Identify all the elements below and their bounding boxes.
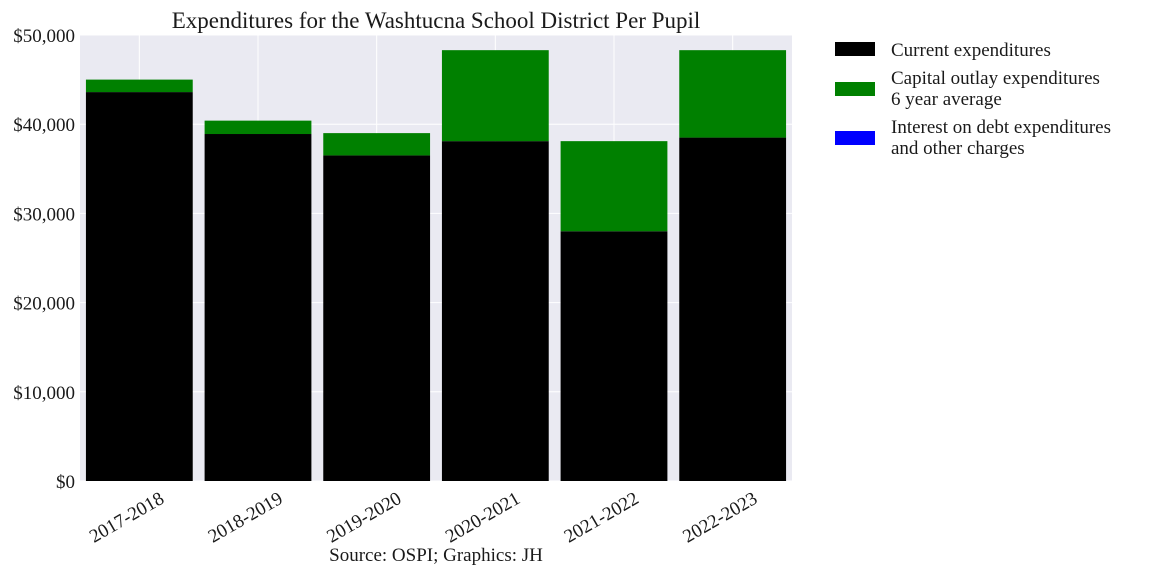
legend-label: Current expenditures (891, 40, 1051, 61)
legend-label: Capital outlay expenditures 6 year averag… (891, 68, 1100, 110)
bar-segment-series-1 (204, 120, 312, 135)
x-tick-label: 2018-2019 (205, 488, 287, 547)
bars (85, 50, 787, 482)
y-tick-label: $10,000 (13, 383, 75, 404)
x-tick-label: 2017-2018 (86, 488, 168, 547)
plot-area (80, 35, 792, 481)
bar-segment-series-0 (560, 231, 668, 481)
y-tick-label: $40,000 (13, 115, 75, 136)
legend: Current expenditures Capital outlay expen… (835, 40, 1111, 159)
chart-title: Expenditures for the Washtucna School Di… (172, 8, 701, 33)
x-tick-label: 2022-2023 (679, 488, 761, 547)
x-tick-label: 2021-2022 (561, 488, 643, 547)
bar-segment-series-0 (679, 137, 787, 481)
bar-segment-series-0 (85, 92, 193, 481)
bar-segment-series-1 (560, 141, 668, 232)
legend-swatch (835, 82, 875, 96)
y-tick-label: $0 (56, 472, 75, 493)
legend-label: Interest on debt expenditures and other c… (891, 117, 1111, 159)
y-tick-label: $50,000 (13, 26, 75, 47)
bar-segment-series-1 (679, 50, 787, 138)
y-tick-label: $20,000 (13, 294, 75, 315)
legend-swatch (835, 42, 875, 56)
bar-segment-series-1 (323, 133, 431, 156)
x-tick-label: 2020-2021 (442, 488, 524, 547)
bar-segment-series-1 (441, 50, 549, 142)
y-axis: $0 $10,000 $20,000 $30,000 $40,000 $50,000 (13, 26, 75, 493)
y-tick-label: $30,000 (13, 204, 75, 225)
bar-segment-series-0 (323, 155, 431, 482)
x-tick-label: 2019-2020 (323, 488, 405, 547)
legend-swatch (835, 131, 875, 145)
x-axis: 2017-2018 2018-2019 2019-2020 2020-2021 2021… (86, 488, 761, 547)
bar-segment-series-1 (85, 79, 193, 93)
bar-segment-series-0 (441, 141, 549, 481)
x-axis-label: Source: OSPI; Graphics: JH (329, 545, 543, 566)
bar-segment-series-0 (204, 134, 312, 481)
